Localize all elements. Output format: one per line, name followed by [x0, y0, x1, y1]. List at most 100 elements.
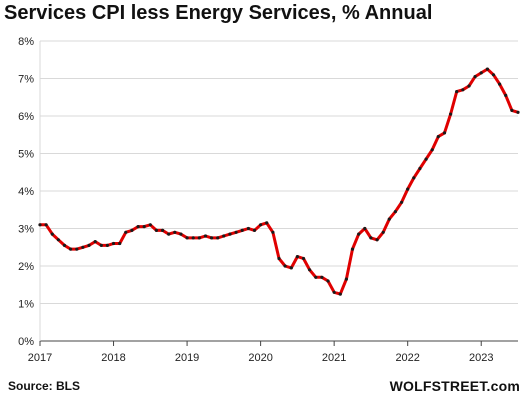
data-point	[430, 148, 434, 152]
data-point	[38, 223, 42, 227]
data-point	[271, 230, 275, 234]
data-line	[38, 67, 520, 296]
x-tick-label: 2017	[28, 352, 52, 364]
data-point	[498, 82, 502, 86]
data-point	[167, 232, 171, 236]
data-point	[185, 236, 189, 240]
x-axis: 2017 2018 2019 2020 2021 2022 2023	[28, 41, 518, 364]
y-tick-label: 5%	[18, 149, 34, 161]
y-tick-label: 6%	[18, 111, 34, 123]
data-point	[179, 232, 183, 236]
data-point	[252, 228, 257, 232]
data-point	[357, 232, 361, 236]
x-tick-label: 2021	[322, 352, 346, 364]
data-point	[197, 236, 201, 240]
y-tick-label: 7%	[18, 74, 34, 86]
y-tick-label: 4%	[18, 186, 34, 198]
data-point	[87, 243, 91, 247]
data-point	[222, 234, 226, 238]
x-tick-label: 2023	[469, 352, 493, 364]
data-point	[295, 255, 299, 259]
data-point	[516, 110, 520, 114]
data-point	[375, 238, 379, 242]
data-point	[216, 236, 220, 240]
data-point	[75, 247, 79, 251]
data-point	[461, 88, 465, 92]
x-tick-label: 2022	[395, 352, 419, 364]
data-point	[210, 236, 214, 240]
data-point	[265, 221, 269, 225]
data-point	[130, 228, 134, 232]
data-markers	[38, 67, 520, 296]
data-point	[387, 217, 391, 221]
data-point	[56, 238, 61, 242]
y-tick-label: 0%	[18, 336, 34, 348]
data-point	[173, 230, 177, 234]
data-point	[240, 228, 244, 232]
data-point	[363, 226, 367, 231]
y-tick-label: 8%	[18, 36, 34, 48]
data-point	[81, 245, 85, 249]
data-point	[289, 266, 293, 270]
data-point	[314, 275, 318, 279]
data-point	[418, 166, 422, 171]
data-point	[320, 275, 324, 279]
data-point	[105, 243, 109, 247]
data-point	[148, 223, 152, 227]
data-point	[99, 243, 103, 247]
data-point	[69, 247, 73, 251]
data-point	[142, 225, 146, 229]
data-point	[442, 131, 447, 135]
data-point	[504, 93, 508, 97]
data-point	[283, 264, 287, 268]
data-point	[473, 75, 477, 79]
data-point	[436, 135, 440, 139]
source-note: Source: BLS	[8, 379, 81, 393]
data-point	[308, 268, 312, 272]
data-point	[326, 279, 330, 283]
data-point	[510, 108, 514, 112]
data-point	[118, 241, 122, 246]
data-point	[344, 277, 348, 281]
data-point	[93, 240, 97, 244]
data-point	[161, 228, 165, 232]
data-point	[350, 247, 355, 251]
data-point	[154, 228, 158, 232]
chart-title: Services CPI less Energy Services, % Ann…	[4, 2, 433, 24]
data-point	[424, 157, 428, 161]
data-point	[301, 256, 306, 261]
data-point	[467, 84, 471, 88]
x-tick-label: 2019	[175, 352, 199, 364]
data-point	[485, 67, 489, 71]
data-point	[124, 230, 128, 234]
data-point	[381, 230, 385, 234]
y-tick-label: 3%	[18, 224, 34, 236]
data-point	[228, 232, 232, 236]
data-point	[455, 90, 459, 94]
data-point	[50, 232, 54, 236]
data-point	[62, 243, 67, 247]
data-point	[246, 226, 250, 231]
data-point	[234, 230, 238, 234]
data-point	[393, 210, 397, 214]
data-point	[491, 73, 496, 77]
y-tick-label: 1%	[18, 299, 34, 311]
data-point	[332, 290, 336, 294]
y-tick-label: 2%	[18, 261, 34, 273]
data-point	[111, 241, 116, 246]
data-point	[191, 236, 195, 240]
data-point	[136, 225, 140, 229]
data-point	[412, 176, 416, 180]
grid-lines	[40, 40, 518, 342]
data-point	[259, 223, 263, 227]
x-tick-label: 2018	[101, 352, 125, 364]
data-point	[277, 256, 281, 261]
data-point	[338, 292, 342, 296]
x-tick-label: 2020	[248, 352, 272, 364]
data-point	[203, 234, 208, 238]
series-line	[38, 67, 520, 296]
y-axis-ticks: 0% 1% 2% 3% 4% 5% 6% 7% 8%	[18, 36, 34, 348]
data-point	[479, 71, 483, 75]
data-point	[44, 223, 48, 227]
